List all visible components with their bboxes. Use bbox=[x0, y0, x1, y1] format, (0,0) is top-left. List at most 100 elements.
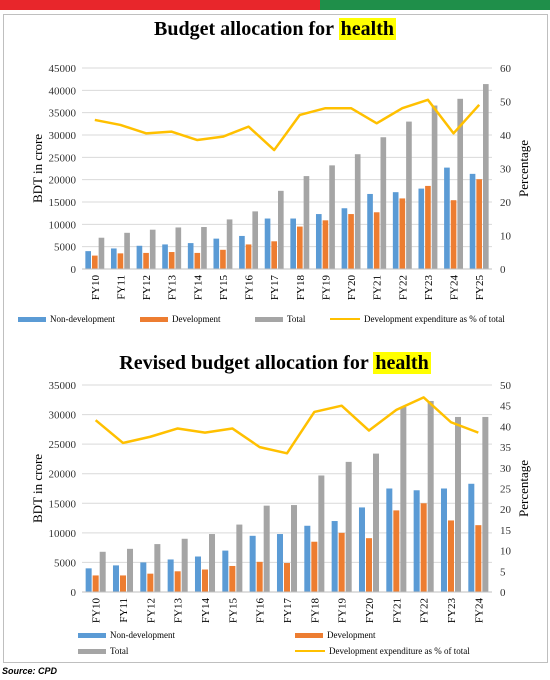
x-tick-label: FY23 bbox=[423, 275, 435, 301]
legend1-swatch-non-development bbox=[18, 316, 46, 322]
y-tick-label: 25000 bbox=[49, 152, 77, 164]
bar-development bbox=[476, 179, 483, 269]
bar-total bbox=[154, 544, 161, 592]
bar-total bbox=[291, 505, 298, 592]
bar-development bbox=[447, 520, 455, 592]
bar-non-development bbox=[392, 192, 399, 269]
source-note: Source: CPD bbox=[2, 666, 58, 676]
bar-non-development bbox=[358, 507, 365, 592]
y-tick-label: 0 bbox=[71, 264, 77, 276]
y-tick-label: 30000 bbox=[49, 130, 77, 142]
x-tick-label: FY17 bbox=[282, 598, 294, 624]
bar-total bbox=[455, 416, 462, 592]
y2-tick-label: 30 bbox=[500, 164, 512, 176]
legend2-percentage: Development expenditure as % of total bbox=[295, 646, 470, 656]
top-bar-red bbox=[0, 0, 320, 10]
legend1-total: Total bbox=[255, 314, 305, 324]
bar-development bbox=[117, 253, 124, 269]
bar-total bbox=[431, 105, 438, 269]
bar-non-development bbox=[213, 238, 220, 269]
y2-tick-label: 20 bbox=[500, 504, 512, 516]
bar-non-development bbox=[140, 562, 147, 592]
bar-non-development bbox=[249, 535, 256, 592]
bar-development bbox=[91, 255, 98, 269]
bar-total bbox=[149, 229, 156, 269]
chart2-title-text: Revised budget allocation for bbox=[119, 352, 374, 374]
bar-development bbox=[119, 575, 127, 592]
bar-development bbox=[393, 510, 400, 592]
bar-development bbox=[174, 571, 181, 592]
bar-non-development bbox=[167, 559, 174, 592]
y2-tick-label: 30 bbox=[500, 463, 512, 475]
bar-development bbox=[147, 573, 154, 592]
x-tick-label: FY22 bbox=[419, 598, 431, 623]
chart2-title-highlight: health bbox=[373, 352, 431, 374]
y2-tick-label: 10 bbox=[500, 546, 512, 558]
bar-non-development bbox=[386, 488, 393, 592]
top-bar-green bbox=[320, 0, 550, 10]
x-tick-label: FY24 bbox=[473, 598, 485, 624]
legend1-label-development: Development bbox=[172, 314, 221, 324]
x-tick-label: FY12 bbox=[141, 275, 153, 300]
bar-total bbox=[427, 400, 434, 592]
x-tick-label: FY16 bbox=[244, 275, 256, 301]
y2-tick-label: 15 bbox=[500, 525, 512, 537]
y-tick-label: 10000 bbox=[49, 219, 77, 231]
bar-total bbox=[201, 227, 207, 269]
y2-tick-label: 60 bbox=[500, 63, 512, 75]
bar-total bbox=[252, 211, 259, 269]
x-tick-label: FY13 bbox=[173, 598, 185, 624]
bar-development bbox=[399, 198, 406, 269]
y-tick-label: 10000 bbox=[49, 528, 77, 540]
bar-development bbox=[220, 249, 226, 269]
bar-development bbox=[450, 200, 457, 269]
bar-total bbox=[329, 165, 335, 269]
y-tick-label: 30000 bbox=[49, 410, 77, 422]
bar-total bbox=[226, 219, 233, 269]
bar-non-development bbox=[112, 565, 119, 592]
y2-axis-label: Percentage bbox=[516, 460, 531, 517]
bar-development bbox=[373, 212, 380, 269]
x-tick-label: FY10 bbox=[91, 598, 103, 624]
x-tick-label: FY14 bbox=[192, 275, 204, 301]
x-tick-label: FY21 bbox=[372, 275, 384, 300]
legend2-swatch-total bbox=[78, 648, 106, 654]
x-tick-label: FY19 bbox=[337, 598, 349, 624]
line-development-percentage bbox=[94, 98, 481, 152]
line-development-percentage bbox=[94, 396, 479, 455]
y2-tick-label: 45 bbox=[500, 401, 512, 413]
x-tick-label: FY12 bbox=[145, 598, 157, 623]
bar-total bbox=[127, 548, 134, 592]
y2-tick-label: 10 bbox=[500, 231, 512, 243]
y-tick-label: 15000 bbox=[49, 498, 77, 510]
legend1-swatch-percentage bbox=[330, 318, 360, 320]
bar-development bbox=[229, 565, 236, 592]
x-tick-label: FY18 bbox=[295, 275, 307, 301]
x-tick-label: FY11 bbox=[115, 275, 127, 300]
bar-total bbox=[318, 475, 325, 592]
bar-development bbox=[296, 226, 303, 269]
bar-total bbox=[175, 227, 182, 269]
bar-total bbox=[236, 524, 243, 592]
bar-total bbox=[483, 84, 489, 269]
x-tick-label: FY22 bbox=[397, 275, 409, 300]
y-tick-label: 20000 bbox=[49, 469, 77, 481]
bar-total bbox=[457, 98, 464, 269]
bar-non-development bbox=[440, 488, 447, 592]
legend2-development: Development bbox=[295, 630, 376, 640]
bar-non-development bbox=[331, 521, 338, 592]
bar-total bbox=[303, 176, 310, 269]
bar-non-development bbox=[413, 490, 420, 592]
bar-development bbox=[311, 541, 318, 592]
y-tick-label: 15000 bbox=[49, 197, 77, 209]
bar-total bbox=[124, 232, 130, 269]
chart1-legend: Non-development Development Total Develo… bbox=[0, 314, 550, 330]
bar-development bbox=[92, 575, 99, 592]
y-tick-label: 25000 bbox=[49, 439, 77, 451]
y-tick-label: 5000 bbox=[54, 242, 77, 254]
bar-non-development bbox=[222, 550, 229, 592]
x-tick-label: FY10 bbox=[90, 275, 102, 301]
legend1-label-total: Total bbox=[287, 314, 306, 324]
bar-non-development bbox=[110, 248, 117, 269]
y2-tick-label: 0 bbox=[500, 587, 506, 599]
